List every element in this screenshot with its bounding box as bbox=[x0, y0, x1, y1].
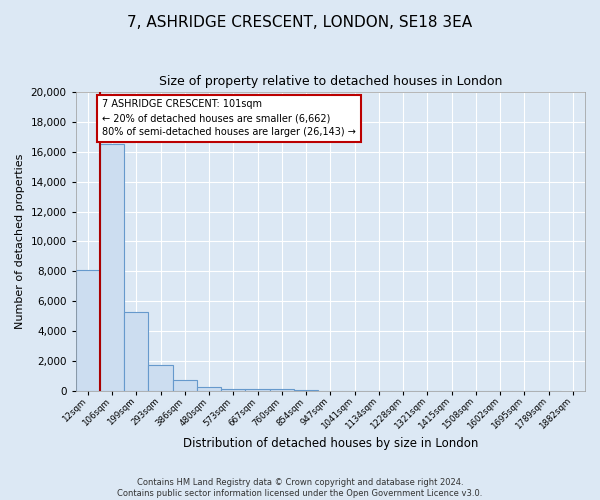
Bar bbox=[100, 144, 124, 391]
Bar bbox=[148, 365, 173, 391]
Y-axis label: Number of detached properties: Number of detached properties bbox=[15, 154, 25, 329]
Text: 7 ASHRIDGE CRESCENT: 101sqm
← 20% of detached houses are smaller (6,662)
80% of : 7 ASHRIDGE CRESCENT: 101sqm ← 20% of det… bbox=[102, 100, 356, 138]
X-axis label: Distribution of detached houses by size in London: Distribution of detached houses by size … bbox=[182, 437, 478, 450]
Text: 7, ASHRIDGE CRESCENT, LONDON, SE18 3EA: 7, ASHRIDGE CRESCENT, LONDON, SE18 3EA bbox=[127, 15, 473, 30]
Bar bbox=[221, 388, 245, 391]
Bar bbox=[270, 389, 294, 391]
Bar bbox=[173, 380, 197, 391]
Title: Size of property relative to detached houses in London: Size of property relative to detached ho… bbox=[158, 75, 502, 88]
Bar bbox=[294, 390, 318, 391]
Bar bbox=[197, 387, 221, 391]
Bar bbox=[76, 270, 100, 391]
Text: Contains HM Land Registry data © Crown copyright and database right 2024.
Contai: Contains HM Land Registry data © Crown c… bbox=[118, 478, 482, 498]
Bar bbox=[245, 390, 270, 391]
Bar bbox=[124, 312, 148, 391]
